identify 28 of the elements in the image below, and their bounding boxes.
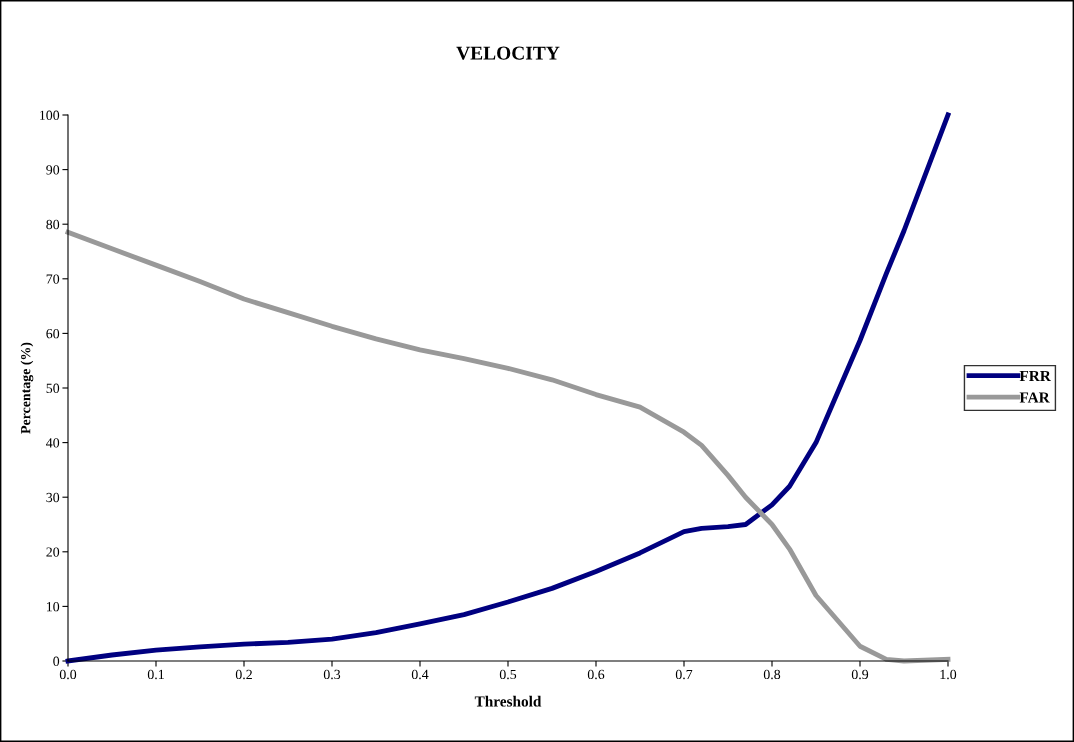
x-tick-label: 0.1 <box>147 669 164 680</box>
y-tick-label: 90 <box>46 165 60 175</box>
y-tick-label: 0 <box>53 656 60 666</box>
x-tick-label: 0.2 <box>235 669 252 680</box>
x-tick-label: 0.7 <box>675 669 693 680</box>
y-tick-label: 80 <box>46 219 60 230</box>
x-tick-label: 0.8 <box>763 669 781 680</box>
line-series <box>65 112 951 664</box>
x-tick-label: 1.0 <box>940 669 957 680</box>
x-tick-label: 0.3 <box>323 669 341 680</box>
chart-title: VELOCITY <box>456 46 560 60</box>
y-tick-label: 100 <box>40 110 60 120</box>
x-axis-title: Threshold <box>474 695 542 707</box>
x-tick-label: 0.6 <box>587 669 605 680</box>
y-tick-label: 50 <box>46 383 60 393</box>
y-tick-label: 30 <box>46 492 60 503</box>
y-tick-label: 60 <box>46 328 60 339</box>
x-tick-label: 0.4 <box>411 669 429 680</box>
x-tick-label: 0.0 <box>59 669 77 680</box>
x-tick-label: 0.5 <box>499 669 517 680</box>
y-tick-label: 10 <box>47 601 60 612</box>
y-tick-label: 70 <box>46 274 60 284</box>
y-tick-label: 20 <box>46 547 60 557</box>
y-axis-title: Percentage (%) <box>20 342 34 434</box>
legend-label: FRR <box>1019 370 1051 381</box>
y-tick-label: 40 <box>46 438 60 448</box>
legend-label: FAR <box>1019 392 1050 403</box>
x-tick-label: 0.9 <box>851 669 869 680</box>
